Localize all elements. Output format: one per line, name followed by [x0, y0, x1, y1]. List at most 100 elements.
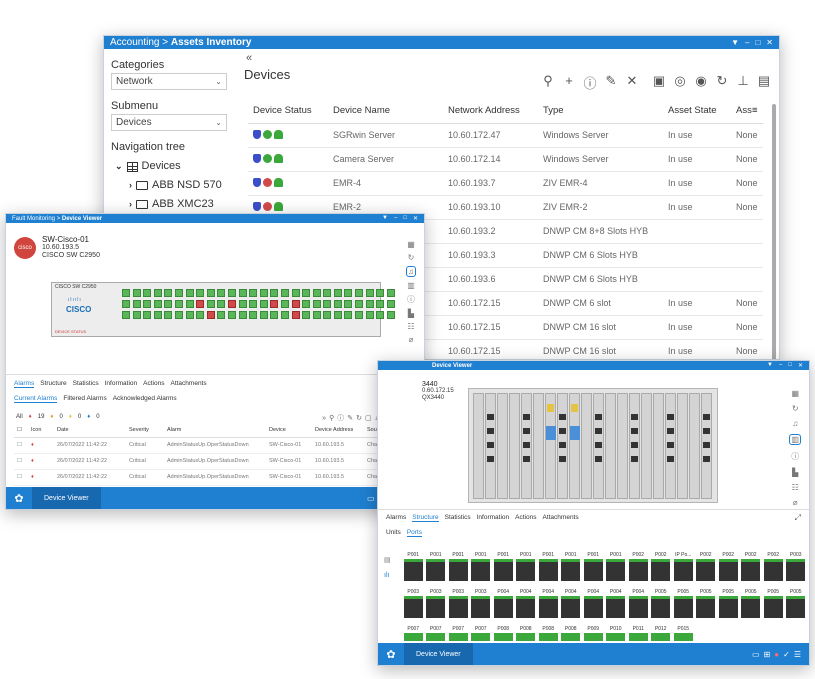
refresh-icon[interactable]: ↻ — [716, 73, 728, 88]
switch-port[interactable] — [217, 289, 226, 297]
switch-port[interactable] — [355, 300, 364, 308]
column-header[interactable]: Network Address — [443, 99, 538, 124]
table-row[interactable]: EMR-2 10.60.193.10 ZIV EMR-2 In use None — [248, 195, 763, 220]
chassis-card[interactable] — [665, 393, 676, 499]
settings-icon[interactable]: ☷ — [791, 483, 799, 492]
port-tile[interactable]: P002 — [695, 551, 718, 581]
minimize-icon[interactable]: – — [779, 362, 783, 368]
chassis-card[interactable] — [533, 393, 544, 499]
port-tile[interactable]: P005 — [762, 588, 785, 618]
chart-icon[interactable]: ▥ — [789, 434, 801, 445]
row-checkbox[interactable]: ☐ — [14, 453, 28, 470]
column-header[interactable]: Device Status — [248, 99, 328, 124]
chassis-card[interactable] — [593, 393, 604, 499]
chassis-port[interactable] — [523, 428, 530, 434]
count-major[interactable]: 0 — [59, 414, 63, 420]
switch-port[interactable] — [291, 289, 300, 297]
switch-port[interactable] — [238, 300, 247, 308]
filter-icon[interactable]: ▼ — [767, 362, 773, 368]
chassis-port[interactable] — [703, 414, 710, 420]
chassis-port[interactable] — [487, 414, 494, 420]
switch-port[interactable] — [174, 300, 183, 308]
switch-port[interactable] — [227, 300, 236, 308]
switch-port[interactable] — [291, 300, 300, 308]
chassis-card[interactable] — [485, 393, 496, 499]
switch-port[interactable] — [249, 311, 258, 319]
tiles-icon[interactable]: ⊞ — [763, 649, 771, 659]
tab-actions[interactable]: Actions — [515, 514, 537, 521]
chassis-port[interactable] — [559, 456, 566, 462]
chassis-port[interactable] — [523, 456, 530, 462]
chassis-port[interactable] — [595, 442, 602, 448]
switch-port[interactable] — [164, 311, 173, 319]
breadcrumb-parent[interactable]: Accounting — [110, 37, 160, 48]
port-tile[interactable]: P004 — [627, 588, 650, 618]
count-info[interactable]: 0 — [96, 414, 100, 420]
switch-port[interactable] — [270, 289, 279, 297]
categories-select[interactable]: Network ⌄ — [111, 73, 227, 90]
port-tile[interactable]: P005 — [717, 588, 740, 618]
switch-port[interactable] — [153, 300, 162, 308]
switch-port[interactable] — [206, 289, 215, 297]
table-row[interactable]: SGRwin Server 10.60.172.47 Windows Server I… — [248, 123, 763, 148]
chassis-card[interactable] — [701, 393, 712, 499]
port-tile[interactable]: P007 — [470, 625, 493, 641]
port-tile[interactable]: P002 — [740, 551, 763, 581]
switch-port[interactable] — [344, 300, 353, 308]
row-checkbox[interactable]: ☐ — [14, 437, 28, 454]
add-icon[interactable]: + — [565, 73, 573, 88]
switch-port[interactable] — [227, 311, 236, 319]
chassis-port[interactable] — [667, 442, 674, 448]
port-tile[interactable]: P008 — [492, 625, 515, 641]
port-tile[interactable]: P004 — [560, 588, 583, 618]
port-tile[interactable]: P001 — [582, 551, 605, 581]
check-icon[interactable]: ✓ — [783, 649, 790, 659]
switch-port[interactable] — [217, 300, 226, 308]
chassis-port[interactable] — [631, 442, 638, 448]
column-header[interactable]: Type — [538, 99, 663, 124]
count-all-label[interactable]: All — [16, 414, 23, 420]
attachment-icon[interactable]: ⌀ — [792, 498, 798, 507]
column-header[interactable]: Severity — [126, 424, 164, 438]
tab-ports[interactable]: Ports — [406, 529, 422, 537]
chassis-port[interactable] — [559, 428, 566, 434]
close-icon[interactable]: ✕ — [797, 363, 803, 369]
port-tile[interactable]: P005 — [650, 588, 673, 618]
view-icon[interactable]: ▢ — [364, 415, 375, 422]
alarm-bell-icon[interactable]: ● — [774, 649, 780, 659]
port-tile[interactable]: P008 — [537, 625, 560, 641]
delete-icon[interactable]: ✕ — [626, 73, 638, 88]
chassis-port[interactable] — [595, 414, 602, 420]
switch-port[interactable] — [312, 289, 321, 297]
switch-port[interactable] — [206, 300, 215, 308]
minimize-icon[interactable]: – — [745, 38, 750, 47]
switch-port[interactable] — [249, 300, 258, 308]
switch-port[interactable] — [365, 300, 374, 308]
switch-port[interactable] — [259, 311, 268, 319]
port-tile[interactable]: P002 — [627, 551, 650, 581]
switch-port[interactable] — [143, 289, 152, 297]
add-child-icon[interactable]: ⊥ — [737, 73, 749, 88]
filter-icon[interactable]: ▼ — [731, 38, 739, 47]
column-header[interactable]: Icon — [28, 424, 54, 438]
port-tile[interactable]: P007 — [425, 625, 448, 641]
column-header[interactable]: Date — [54, 424, 126, 438]
switch-port[interactable] — [196, 300, 205, 308]
switch-port[interactable] — [132, 289, 141, 297]
switch-port[interactable] — [259, 300, 268, 308]
switch-port[interactable] — [132, 311, 141, 319]
switch-port[interactable] — [174, 311, 183, 319]
switch-port[interactable] — [206, 311, 215, 319]
tree-item-devices[interactable]: ⌄ Devices — [111, 157, 227, 176]
switch-port[interactable] — [355, 289, 364, 297]
chart-view-icon[interactable]: ılı — [384, 572, 390, 579]
port-tile[interactable]: P003 — [470, 588, 493, 618]
switch-port[interactable] — [122, 300, 130, 308]
chassis-card[interactable] — [521, 393, 532, 499]
table-row[interactable]: ☐ ♦ 26/07/2022 11:42:22 Critical AdminStatus… — [14, 437, 414, 454]
switch-port[interactable] — [376, 311, 385, 319]
port-tile[interactable]: P015 — [672, 625, 695, 641]
switch-port[interactable] — [153, 289, 162, 297]
close-icon[interactable]: ✕ — [766, 38, 773, 47]
grid-icon[interactable]: ▦ — [791, 389, 799, 398]
